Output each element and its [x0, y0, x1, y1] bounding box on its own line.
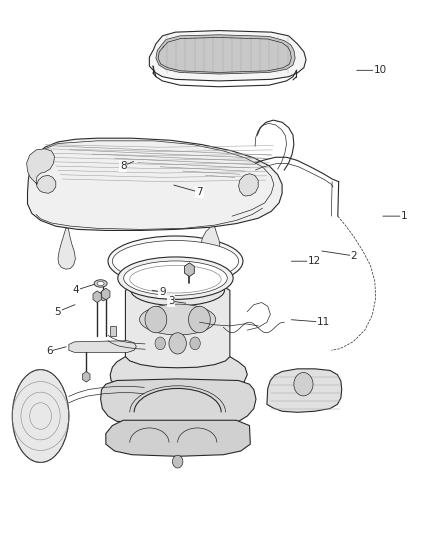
Circle shape [188, 306, 210, 333]
Text: 2: 2 [350, 251, 357, 261]
Text: 10: 10 [374, 66, 387, 75]
Polygon shape [156, 35, 295, 74]
Ellipse shape [12, 369, 69, 463]
Polygon shape [58, 228, 75, 269]
Text: 11: 11 [317, 317, 330, 327]
Circle shape [145, 306, 167, 333]
Text: 7: 7 [196, 187, 203, 197]
Polygon shape [69, 341, 136, 352]
Ellipse shape [124, 261, 227, 295]
Ellipse shape [140, 304, 216, 335]
Circle shape [190, 337, 200, 350]
Polygon shape [28, 138, 282, 230]
Polygon shape [110, 357, 247, 391]
Circle shape [173, 455, 183, 468]
Text: 12: 12 [308, 256, 321, 266]
Text: 3: 3 [168, 296, 174, 306]
Ellipse shape [108, 236, 243, 286]
Text: 1: 1 [401, 211, 407, 221]
Text: 8: 8 [120, 161, 127, 171]
Polygon shape [267, 369, 342, 413]
FancyBboxPatch shape [110, 326, 116, 336]
Polygon shape [239, 174, 258, 196]
Circle shape [155, 337, 166, 350]
Polygon shape [27, 149, 56, 193]
Text: 4: 4 [72, 285, 79, 295]
Circle shape [169, 333, 186, 354]
Circle shape [294, 373, 313, 396]
Ellipse shape [94, 280, 107, 287]
Ellipse shape [131, 275, 224, 306]
Text: 5: 5 [55, 306, 61, 317]
Text: 9: 9 [159, 287, 166, 297]
Polygon shape [106, 420, 251, 456]
Ellipse shape [118, 257, 233, 300]
Polygon shape [101, 379, 256, 424]
Polygon shape [201, 227, 220, 259]
Ellipse shape [97, 281, 104, 286]
Polygon shape [149, 30, 306, 81]
Text: 6: 6 [46, 346, 53, 357]
Polygon shape [125, 284, 230, 368]
Ellipse shape [113, 240, 239, 282]
